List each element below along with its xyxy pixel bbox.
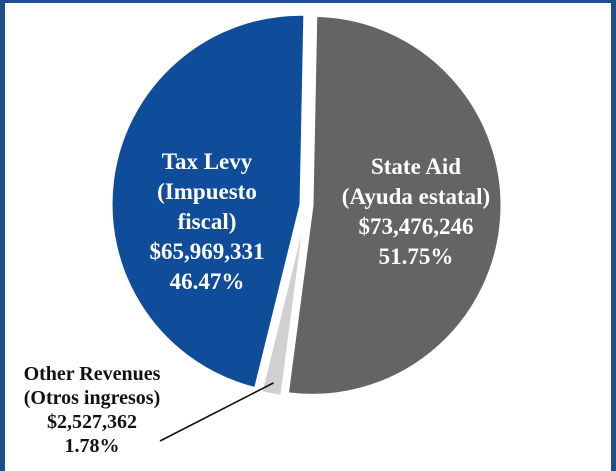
tax-levy-amount-label: $65,969,331 [150,239,265,264]
tax-levy-name-line: (Impuesto [157,179,257,204]
pie-labels: State Aid (Ayuda estatal) $73,476,246 51.75… [24,149,491,457]
state-aid-amount-label: $73,476,246 [359,214,474,239]
other-revenues-percent-label: 1.78% [65,435,120,457]
other-revenues-name-line: (Otros ingresos) [24,387,160,409]
tax-levy-name-line: fiscal) [178,209,237,234]
tax-levy-name-line: Tax Levy [162,149,253,174]
other-revenues-leader-line [159,382,274,442]
state-aid-name-line: State Aid [371,154,461,179]
slice-other-revenues [259,207,308,399]
slice-tax-levy [109,12,307,391]
pie-slices [109,12,504,399]
state-aid-percent-label: 51.75% [379,244,454,269]
other-revenues-name-line: Other Revenues [24,363,161,385]
tax-levy-percent-label: 46.47% [170,269,245,294]
slice-state-aid [285,13,504,397]
state-aid-name-line: (Ayuda estatal) [342,184,490,209]
other-revenues-amount-label: $2,527,362 [47,411,137,433]
